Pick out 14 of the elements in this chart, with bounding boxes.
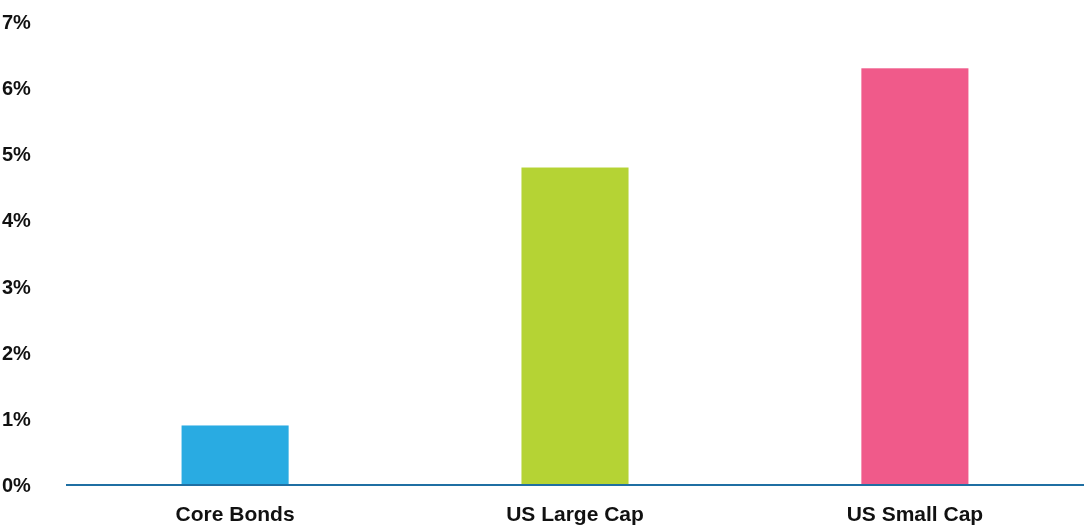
- y-tick-label: 1%: [2, 407, 32, 430]
- x-tick-label: US Large Cap: [506, 502, 644, 525]
- y-tick-label: 4%: [2, 209, 32, 232]
- y-tick-label: 3%: [2, 275, 32, 298]
- y-tick-label: 7%: [2, 11, 32, 33]
- y-tick-label: 6%: [2, 77, 32, 100]
- bar: [861, 68, 969, 485]
- y-tick-label: 2%: [2, 341, 32, 364]
- x-tick-label: US Small Cap: [846, 502, 984, 525]
- x-tick-label: Core Bonds: [175, 502, 295, 525]
- bar: [181, 425, 289, 485]
- bar: [521, 167, 629, 485]
- y-tick-label: 0%: [2, 474, 32, 496]
- y-tick-label: 5%: [2, 143, 32, 166]
